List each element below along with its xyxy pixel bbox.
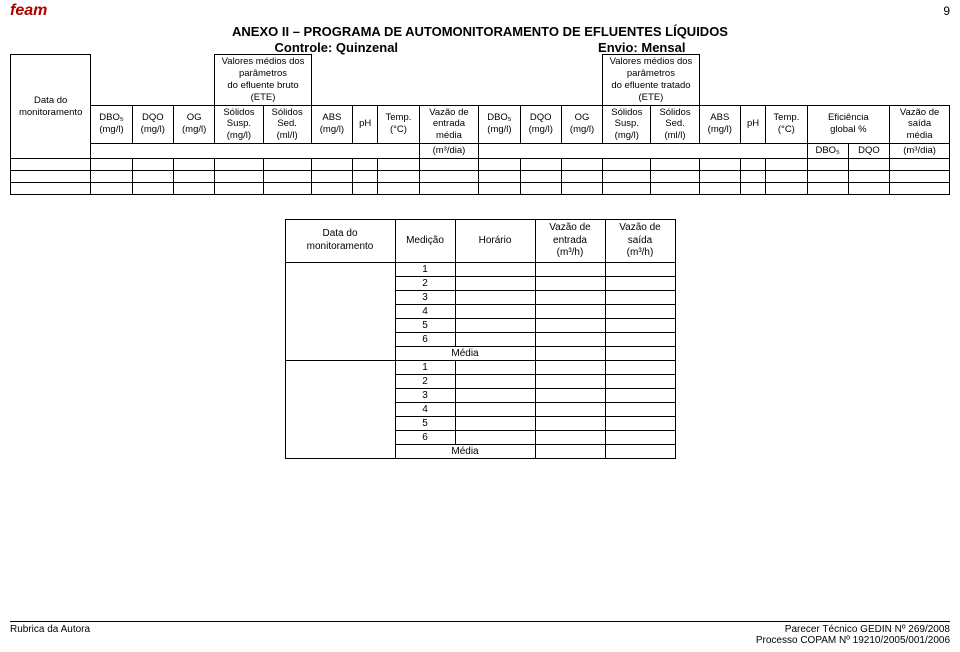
med-num: 2 bbox=[395, 374, 455, 388]
media-label: Média bbox=[395, 444, 535, 458]
col-ssed-l: Sólidos Sed. (ml/l) bbox=[263, 105, 311, 144]
footer-right-1: Parecer Técnico GEDIN Nº 269/2008 bbox=[785, 624, 950, 635]
col-ph-l: pH bbox=[353, 105, 378, 144]
unit-m3dia-l: (m³/dia) bbox=[419, 144, 479, 159]
col-abs-r: ABS (mg/l) bbox=[699, 105, 740, 144]
table-row bbox=[11, 171, 950, 183]
hdr-tratado: Valores médios dos parâmetros do efluent… bbox=[603, 55, 699, 106]
main-table: Data do monitoramento Valores médios dos… bbox=[10, 54, 950, 195]
subtitle-left: Controle: Quinzenal bbox=[275, 40, 399, 55]
col-og-l: OG (mg/l) bbox=[173, 105, 214, 144]
brand: feam bbox=[10, 2, 47, 20]
col-ssed-r: Sólidos Sed. (ml/l) bbox=[651, 105, 699, 144]
col-dbo5-l: DBO₅ (mg/l) bbox=[91, 105, 132, 144]
col-temp-r: Temp. (°C) bbox=[766, 105, 807, 144]
page-number: 9 bbox=[943, 4, 950, 18]
hdr-bruto: Valores médios dos parâmetros do efluent… bbox=[215, 55, 311, 106]
col-vazao-ent: Vazão de entrada média bbox=[419, 105, 479, 144]
col-temp-l: Temp. (°C) bbox=[378, 105, 419, 144]
med-num: 6 bbox=[395, 430, 455, 444]
col2-data-monit: Data do monitoramento bbox=[285, 220, 395, 263]
media-label: Média bbox=[395, 346, 535, 360]
med-num: 4 bbox=[395, 304, 455, 318]
page-title: ANEXO II – PROGRAMA DE AUTOMONITORAMENTO… bbox=[0, 24, 960, 39]
eff-dbo5: DBO₅ bbox=[807, 144, 848, 159]
unit-m3dia-r: (m³/dia) bbox=[890, 144, 950, 159]
footer: Rubrica da Autora Parecer Técnico GEDIN … bbox=[10, 621, 950, 646]
col2-vazao-sai: Vazão de saída (m³/h) bbox=[605, 220, 675, 263]
flow-measure-table: Data do monitoramento Medição Horário Va… bbox=[285, 219, 676, 459]
table-row bbox=[11, 159, 950, 171]
col2-horario: Horário bbox=[455, 220, 535, 263]
med-num: 1 bbox=[395, 262, 455, 276]
col-data-monit: Data do monitoramento bbox=[11, 55, 91, 159]
col-ssusp-l: Sólidos Susp. (mg/l) bbox=[215, 105, 263, 144]
med-num: 2 bbox=[395, 276, 455, 290]
med-num: 3 bbox=[395, 290, 455, 304]
med-num: 3 bbox=[395, 388, 455, 402]
footer-left: Rubrica da Autora bbox=[10, 624, 90, 646]
col-vazao-saida: Vazão de saída média bbox=[890, 105, 950, 144]
col2-medicao: Medição bbox=[395, 220, 455, 263]
med-num: 1 bbox=[395, 360, 455, 374]
med-num: 6 bbox=[395, 332, 455, 346]
med-num: 5 bbox=[395, 318, 455, 332]
col-ssusp-r: Sólidos Susp. (mg/l) bbox=[603, 105, 651, 144]
subtitle-right: Envio: Mensal bbox=[598, 40, 685, 55]
col-abs-l: ABS (mg/l) bbox=[311, 105, 352, 144]
col-dbo5-r: DBO₅ (mg/l) bbox=[479, 105, 520, 144]
col-dqo-r: DQO (mg/l) bbox=[520, 105, 561, 144]
med-num: 4 bbox=[395, 402, 455, 416]
table-row bbox=[11, 183, 950, 195]
col2-vazao-ent: Vazão de entrada (m³/h) bbox=[535, 220, 605, 263]
col-dqo-l: DQO (mg/l) bbox=[132, 105, 173, 144]
med-num: 5 bbox=[395, 416, 455, 430]
col-ph-r: pH bbox=[740, 105, 765, 144]
footer-right-2: Processo COPAM Nº 19210/2005/001/2006 bbox=[756, 635, 950, 646]
col-og-r: OG (mg/l) bbox=[561, 105, 602, 144]
eff-dqo: DQO bbox=[848, 144, 889, 159]
col-eff: Eficiência global % bbox=[807, 105, 890, 144]
